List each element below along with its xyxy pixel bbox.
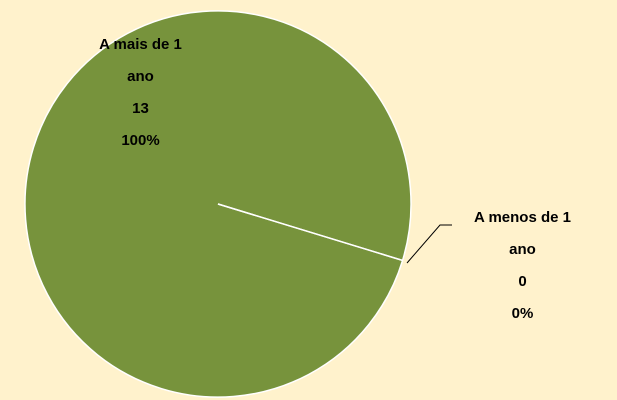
label-value: 0 [518,273,527,290]
data-label: A mais de 1 ano 13 100% [88,29,193,157]
data-label: A menos de 1 ano 0 0% [460,202,585,330]
leader-line [406,224,452,264]
label-name: A menos de 1 ano [474,209,571,258]
label-name: A mais de 1 ano [99,36,182,85]
label-value: 13 [132,100,149,117]
label-percent: 0% [511,305,534,322]
label-percent: 100% [121,132,160,149]
